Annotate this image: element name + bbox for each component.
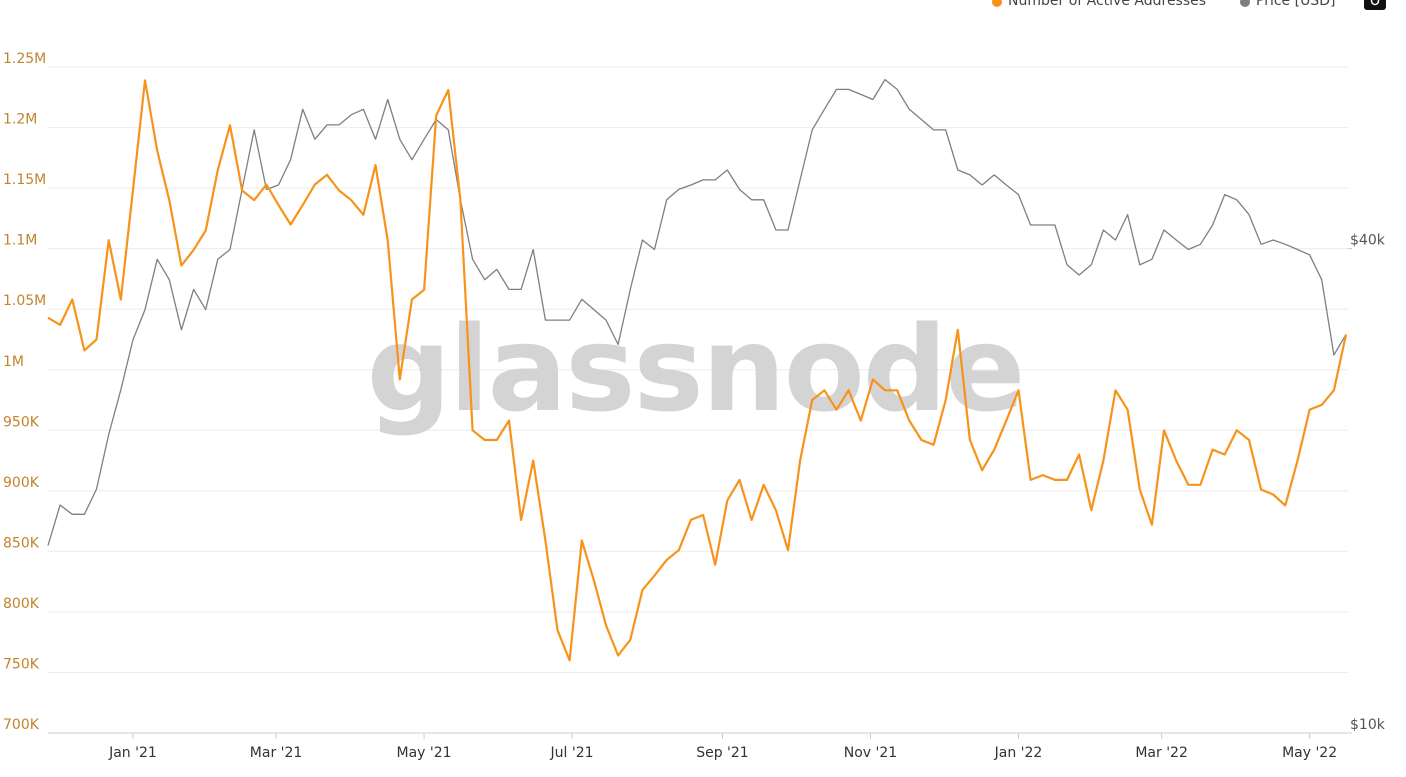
y-tick-label: 800K [3, 596, 40, 612]
x-tick-label: Sep '21 [696, 745, 749, 761]
x-tick-label: May '22 [1282, 745, 1337, 761]
x-tick-label: Jul '21 [550, 745, 594, 761]
x-tick-label: Nov '21 [844, 745, 897, 761]
y-tick-label: 1.1M [3, 233, 37, 249]
y-tick-label: 1.15M [3, 172, 46, 188]
x-tick-label: Mar '21 [250, 745, 303, 761]
y-tick-label: 900K [3, 475, 40, 491]
x-tick-label: Mar '22 [1135, 745, 1188, 761]
x-tick-label: Jan '21 [108, 745, 157, 761]
x-tick-label: Jan '22 [994, 745, 1043, 761]
y-tick-label: 1.25M [3, 51, 46, 67]
y-tick-label: 1.2M [3, 112, 37, 128]
y-tick-label: 700K [3, 717, 40, 733]
series-line [47, 79, 1348, 662]
series-line [47, 78, 1347, 546]
legend-marker [1240, 0, 1250, 7]
legend-label: Number of Active Addresses [1008, 0, 1206, 9]
x-tick-label: May '21 [397, 745, 452, 761]
y2-tick-label: $10k [1350, 717, 1386, 733]
legend-marker [992, 0, 1002, 7]
camera-lens [1370, 0, 1380, 6]
watermark: glassnode [367, 300, 1024, 438]
y-tick-label: 1.05M [3, 293, 46, 309]
y-tick-label: 750K [3, 656, 40, 672]
y-tick-label: 850K [3, 535, 40, 551]
legend-label: Price [USD] [1256, 0, 1335, 9]
y2-tick-label: $40k [1350, 233, 1386, 249]
y-tick-label: 950K [3, 414, 40, 430]
y-tick-label: 1M [3, 354, 24, 370]
